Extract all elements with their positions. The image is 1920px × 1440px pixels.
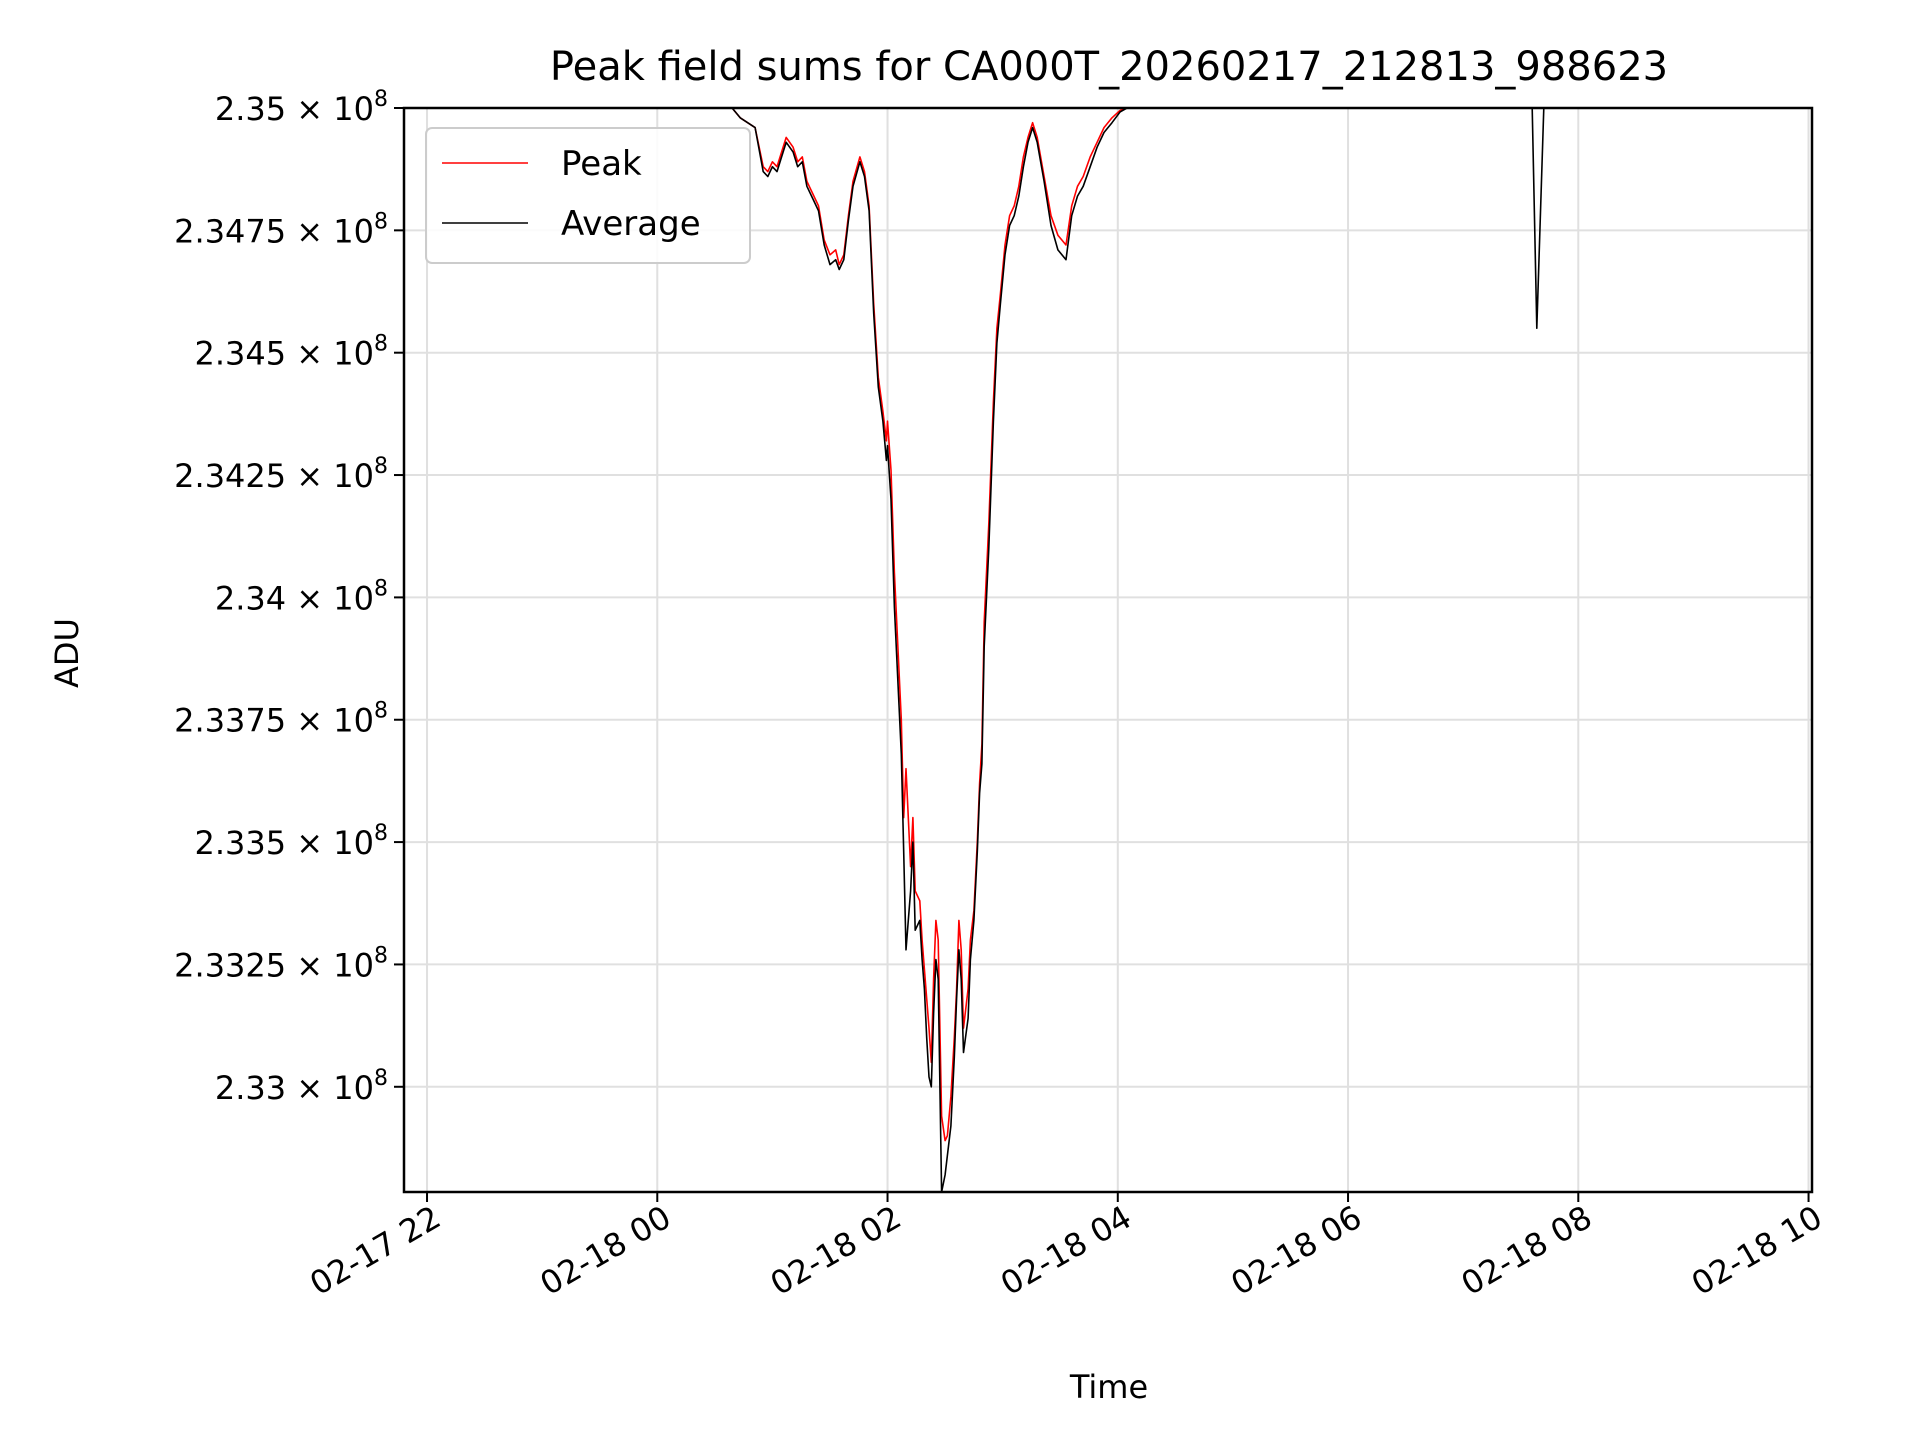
y-axis: 2.33 × 108 2.3325 × 108 2.335 × 108 2.3375 … [174, 87, 404, 1107]
x-axis-label: Time [1069, 1368, 1148, 1406]
y-tick-label: 2.3425 × 108 [174, 454, 388, 495]
y-tick-label: 2.345 × 108 [195, 332, 388, 373]
legend-label-peak: Peak [561, 144, 642, 184]
y-tick-label: 2.33 × 108 [215, 1066, 388, 1107]
series-line-peak [731, 108, 1812, 1142]
y-axis-label: ADU [48, 618, 86, 688]
plot-frame [402, 106, 1814, 1194]
grid [404, 107, 1812, 1192]
legend-box [425, 127, 751, 264]
y-tick-label: 2.34 × 108 [215, 576, 388, 617]
series-layer [731, 108, 1812, 1192]
y-tick-label: 2.3375 × 108 [174, 699, 388, 740]
legend-label-average: Average [561, 204, 701, 244]
y-tick-label: 2.3475 × 108 [174, 209, 388, 250]
series-line-average [731, 108, 1812, 1192]
y-tick-label: 2.335 × 108 [195, 821, 388, 862]
y-tick-label: 2.35 × 108 [215, 87, 388, 128]
y-tick-label: 2.3325 × 108 [174, 943, 388, 984]
chart-title: Peak field sums for CA000T_20260217_2128… [550, 44, 1668, 90]
legend: Peak Average [425, 127, 751, 264]
